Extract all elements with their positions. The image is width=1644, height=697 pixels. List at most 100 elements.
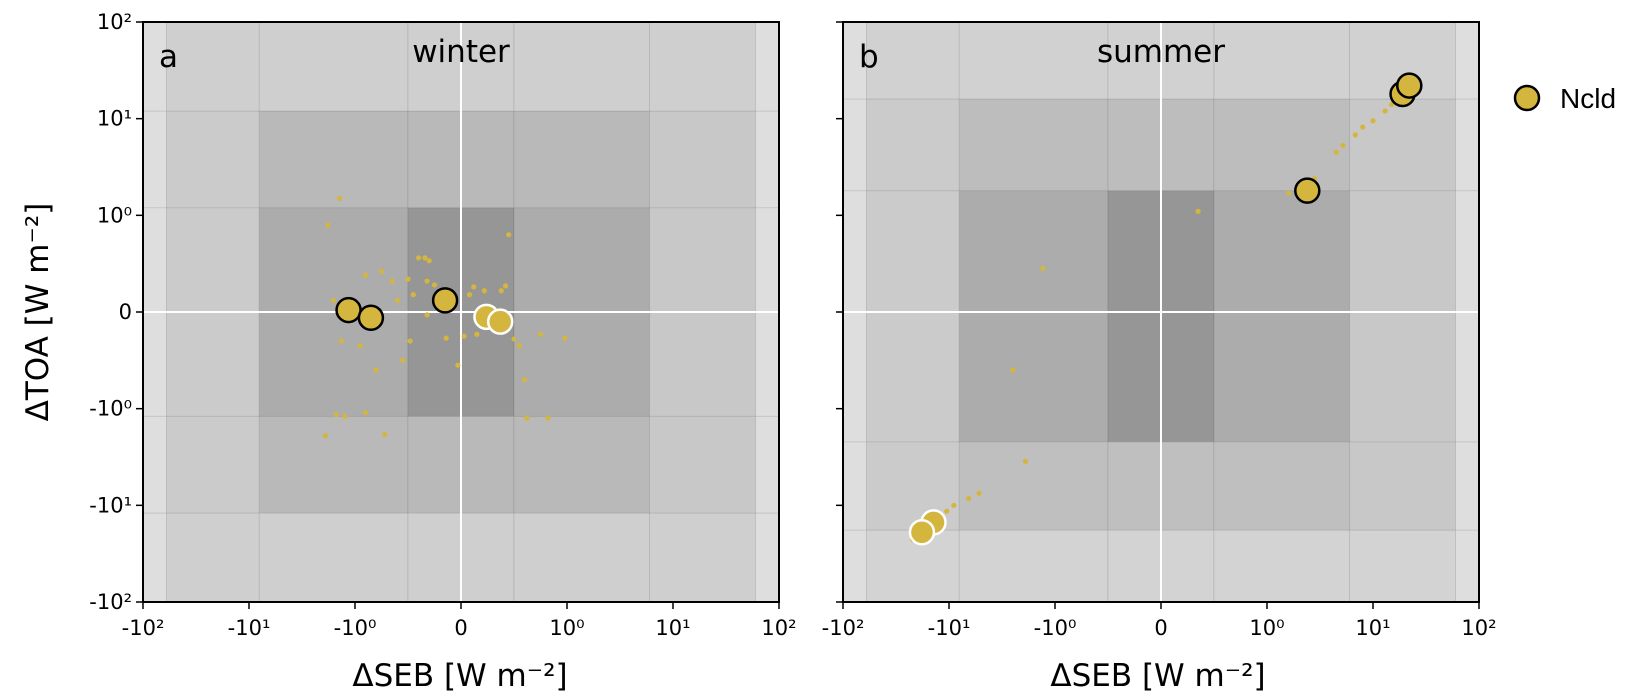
small-data-point <box>1360 124 1366 130</box>
series-ncld <box>322 195 568 439</box>
shade-cell <box>166 110 260 209</box>
small-data-point <box>422 255 428 261</box>
small-data-point <box>498 288 504 294</box>
small-data-point <box>471 284 477 290</box>
y-tick-label: 10¹ <box>97 107 132 131</box>
small-data-point <box>336 195 343 201</box>
shade-cell <box>843 529 868 602</box>
shade-cell <box>143 512 168 602</box>
x-tick-label: -10² <box>822 616 865 640</box>
small-data-point <box>966 495 972 502</box>
small-data-point <box>426 258 432 264</box>
shade-cell <box>843 190 868 443</box>
y-tick-label: 10² <box>97 10 132 34</box>
small-data-point <box>394 297 400 303</box>
shade-cell <box>258 22 409 112</box>
small-data-point <box>1370 118 1376 124</box>
shade-cell <box>843 441 868 531</box>
small-data-point <box>363 410 369 416</box>
shade-cell <box>166 512 260 602</box>
small-data-point <box>373 367 379 373</box>
small-data-point <box>416 255 422 261</box>
y-axis-label: ΔTOA [W m⁻²] <box>20 203 56 422</box>
small-data-point <box>1195 208 1201 214</box>
small-data-point <box>976 490 982 496</box>
small-data-point <box>342 413 348 419</box>
small-data-point <box>524 415 530 421</box>
small-data-point <box>1389 101 1395 108</box>
small-data-point <box>466 292 473 298</box>
shade-cell <box>513 415 650 514</box>
x-tick-label: -10¹ <box>228 616 271 640</box>
shade-cell <box>1454 22 1479 100</box>
shade-cell <box>1454 441 1479 531</box>
small-data-point <box>1040 265 1046 272</box>
small-data-point <box>405 276 411 282</box>
x-tick-label: -10¹ <box>928 616 971 640</box>
small-data-point <box>1382 108 1388 114</box>
x-tick-label: 0 <box>1154 616 1167 640</box>
x-tick-label: 0 <box>454 616 467 640</box>
small-data-point <box>333 411 339 418</box>
shade-cell <box>1348 190 1456 443</box>
small-data-point <box>325 222 331 228</box>
axis-labels: ΔSEB [W m⁻²] ΔSEB [W m⁻²] ΔTOA [W m⁻²] <box>20 203 1266 694</box>
y-tick-label: -10¹ <box>89 493 132 517</box>
small-data-point <box>455 362 461 368</box>
x-axis-label-a: ΔSEB [W m⁻²] <box>352 658 567 693</box>
shade-cell <box>1348 98 1456 192</box>
small-data-point <box>1022 458 1029 464</box>
small-data-point <box>407 338 413 344</box>
small-data-point <box>1340 142 1346 148</box>
legend: Ncld <box>1513 83 1616 114</box>
small-data-point <box>322 433 329 439</box>
shade-cell <box>513 110 650 209</box>
shade-cell <box>843 98 868 192</box>
shade-cell <box>1348 529 1456 602</box>
small-data-point <box>545 415 551 421</box>
panel-letter: b <box>859 39 879 75</box>
small-data-point <box>1286 190 1292 196</box>
shade-cell <box>866 190 960 443</box>
small-data-point <box>951 502 957 508</box>
small-data-point <box>424 312 430 318</box>
shade-cell <box>258 110 409 209</box>
small-data-point <box>944 508 950 514</box>
large-data-point <box>908 519 936 546</box>
x-tick-label: -10² <box>122 616 165 640</box>
shade-cell <box>648 512 756 602</box>
shade-cell <box>866 22 960 100</box>
shade-cell <box>258 415 409 514</box>
panel-title: winter <box>412 34 510 70</box>
legend-marker <box>1513 84 1541 112</box>
shade-cell <box>143 110 168 209</box>
small-data-point <box>522 377 528 383</box>
panel-letter: a <box>159 39 178 75</box>
shade-cell <box>1454 529 1479 602</box>
small-data-point <box>338 338 344 344</box>
small-data-point <box>1333 149 1339 155</box>
small-data-point <box>506 232 512 238</box>
shade-cell <box>1213 441 1350 531</box>
shade-cell <box>1213 529 1350 602</box>
shade-cell <box>1454 98 1479 192</box>
small-data-point <box>474 331 480 337</box>
small-data-point <box>378 268 385 274</box>
small-data-point <box>400 357 406 363</box>
shade-cell <box>866 98 960 192</box>
small-data-point <box>1352 132 1358 138</box>
y-tick-label: -10⁰ <box>89 397 132 421</box>
legend-label: Ncld <box>1560 83 1616 114</box>
shade-cell <box>648 110 756 209</box>
large-data-point <box>335 296 362 324</box>
shade-cell <box>513 22 650 112</box>
shade-cell <box>754 512 779 602</box>
large-data-point <box>1294 177 1321 204</box>
small-data-point <box>382 431 388 438</box>
shade-cell <box>143 415 168 514</box>
shade-cell <box>866 529 960 602</box>
x-tick-label: 10¹ <box>1355 616 1390 640</box>
small-data-point <box>537 331 544 337</box>
small-data-point <box>363 272 369 278</box>
